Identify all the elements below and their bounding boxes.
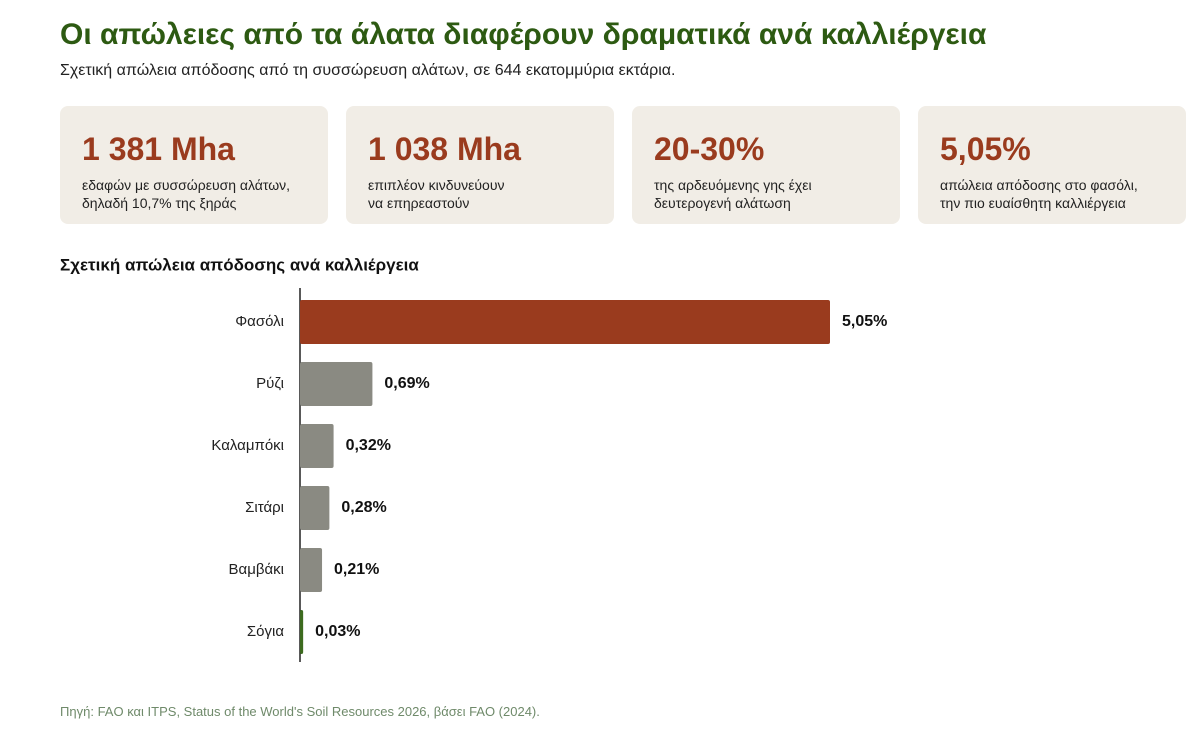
- stat-card: 20-30% της αρδευόμενης γης έχει δευτερογεν…: [632, 106, 900, 224]
- stat-card: 1 381 Mha εδαφών με συσσώρευση αλάτων, δηλ…: [60, 106, 328, 224]
- stat-line: απώλεια απόδοσης στο φασόλι,: [940, 177, 1138, 193]
- bar: [300, 362, 373, 406]
- stat-line: της αρδευόμενης γης έχει: [654, 177, 812, 193]
- y-tick-label: Καλαμπόκι: [211, 437, 284, 454]
- y-tick-label: Βαμβάκι: [229, 561, 284, 578]
- stat-line: δευτερογενή αλάτωση: [654, 195, 791, 211]
- stat-value: 5,05%: [940, 131, 1031, 167]
- y-tick-label: Φασόλι: [235, 313, 284, 330]
- bar: [300, 486, 330, 530]
- value-label: 5,05%: [842, 313, 887, 330]
- bar: [300, 610, 304, 654]
- stat-line: εδαφών με συσσώρευση αλάτων,: [82, 177, 291, 193]
- stat-value: 1 381 Mha: [82, 131, 235, 167]
- bar: [300, 300, 830, 344]
- y-tick-label: Ρύζι: [256, 375, 284, 392]
- stat-card: 5,05% απώλεια απόδοσης στο φασόλι, την πιο…: [918, 106, 1186, 224]
- y-tick-label: Σόγια: [247, 623, 284, 640]
- stat-line: να επηρεαστούν: [368, 195, 470, 211]
- stat-description: της αρδευόμενης γης έχει δευτερογενή αλάτ…: [654, 176, 878, 212]
- stat-value: 1 038 Mha: [368, 131, 521, 167]
- bar: [300, 424, 334, 468]
- stat-description: εδαφών με συσσώρευση αλάτων, δηλαδή 10,7%…: [82, 176, 306, 212]
- value-label: 0,28%: [341, 499, 386, 516]
- stat-line: την πιο ευαίσθητη καλλιέργεια: [940, 195, 1126, 211]
- value-label: 0,03%: [315, 623, 360, 640]
- y-tick-label: Σιτάρι: [245, 499, 284, 516]
- value-label: 0,21%: [334, 561, 379, 578]
- stat-card: 1 038 Mha επιπλέον κινδυνεύουν να επηρεαστ…: [346, 106, 614, 224]
- page-title: Οι απώλειες από τα άλατα διαφέρουν δραμα…: [60, 18, 987, 51]
- stat-value: 20-30%: [654, 131, 765, 167]
- value-label: 0,32%: [346, 437, 391, 454]
- stat-description: απώλεια απόδοσης στο φασόλι, την πιο ευαί…: [940, 176, 1164, 212]
- value-label: 0,69%: [384, 375, 429, 392]
- stat-line: δηλαδή 10,7% της ξηράς: [82, 195, 237, 211]
- bar: [300, 548, 323, 592]
- stat-description: επιπλέον κινδυνεύουν να επηρεαστούν: [368, 176, 592, 212]
- chart-title: Σχετική απώλεια απόδοσης ανά καλλιέργεια: [60, 255, 419, 274]
- page-subtitle: Σχετική απώλεια απόδοσης από τη συσσώρευ…: [60, 62, 676, 79]
- chart: Σχετική απώλεια απόδοσης ανά καλλιέργεια…: [60, 255, 887, 662]
- stat-line: επιπλέον κινδυνεύουν: [368, 177, 505, 193]
- source-note: Πηγή: FAO και ITPS, Status of the World'…: [60, 704, 540, 719]
